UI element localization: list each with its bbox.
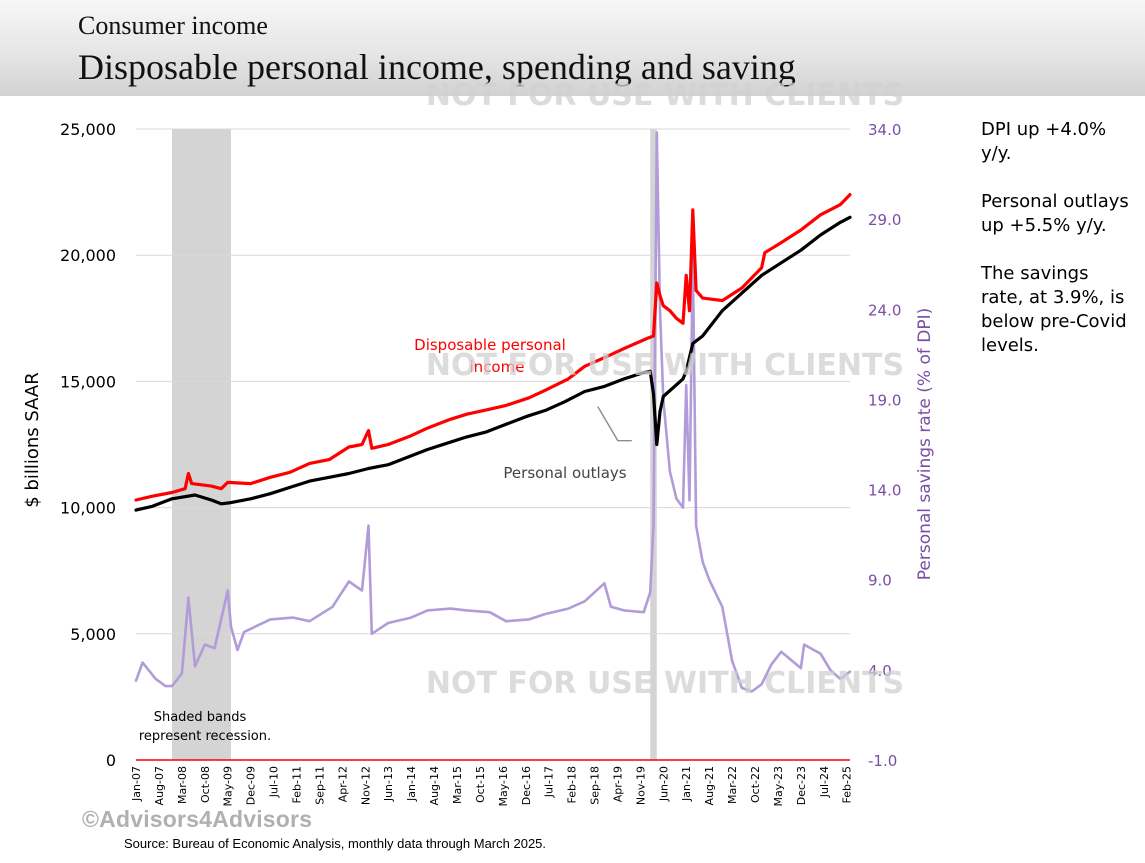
- x-tick-label: Mar-08: [176, 766, 189, 804]
- chart-labels: Shaded bands represent recession. Dispos…: [22, 308, 935, 744]
- x-tick-label: Jul-24: [818, 766, 831, 798]
- x-tick-label: Nov-12: [359, 766, 372, 805]
- x-tick-label: Aug-21: [703, 766, 716, 805]
- right-tick-label: 4.0: [868, 662, 892, 680]
- page-title: Disposable personal income, spending and…: [78, 47, 796, 87]
- x-tick-label: Jun-13: [382, 766, 395, 802]
- copyright-mark: ©Advisors4Advisors: [82, 806, 313, 832]
- x-tick-label: Nov-19: [634, 766, 647, 805]
- x-tick-label: Jul-17: [543, 766, 556, 798]
- left-axis-title: $ billions SAAR: [22, 372, 43, 508]
- left-tick-label: 5,000: [70, 625, 116, 644]
- x-tick-label: Apr-19: [611, 766, 624, 802]
- header-band: Consumer income Disposable personal inco…: [0, 0, 1145, 96]
- left-tick-label: 0: [106, 751, 116, 770]
- left-tick-label: 10,000: [60, 499, 116, 518]
- right-axis-title: Personal savings rate (% of DPI): [915, 308, 935, 580]
- axes: 0 5,000 10,000 15,000 20,000 25,000 -1.0 4.0 9.0…: [60, 120, 901, 807]
- recession-band-0: [172, 129, 231, 760]
- left-tick-label: 20,000: [60, 246, 116, 265]
- x-tick-label: Feb-11: [290, 766, 303, 803]
- outlays-leader-line: [597, 406, 632, 442]
- watermarks: NOT FOR USE WITH CLIENTS NOT FOR USE WIT…: [426, 78, 904, 701]
- x-tick-label: Aug-07: [153, 766, 166, 805]
- dpi-line: [134, 193, 852, 502]
- commentary-notes: DPI up +4.0% y/y. Personal outlays up +5…: [981, 118, 1131, 382]
- page-kicker: Consumer income: [78, 11, 268, 40]
- source-note: Source: Bureau of Economic Analysis, mon…: [124, 836, 547, 851]
- x-tick-label: Apr-12: [336, 766, 349, 802]
- x-tick-label: Dec-09: [245, 766, 258, 805]
- x-tick-label: Jul-10: [268, 766, 281, 798]
- watermark-bottom: NOT FOR USE WITH CLIENTS: [426, 666, 904, 701]
- grid-lines: [136, 128, 850, 635]
- series-lines: [134, 131, 852, 693]
- outlays-line: [134, 215, 852, 512]
- dpi-series-label-line-1: Disposable personal: [414, 336, 566, 354]
- right-tick-label: 14.0: [868, 482, 901, 500]
- x-tick-label: Mar-22: [726, 766, 739, 804]
- savings-rate-line: [134, 131, 852, 693]
- x-tick-label: Oct-22: [749, 766, 762, 803]
- recession-note-line-2: represent recession.: [139, 729, 271, 744]
- right-tick-label: 9.0: [868, 572, 892, 590]
- right-tick-label: -1.0: [868, 752, 897, 770]
- x-tick-label: Dec-23: [795, 766, 808, 805]
- x-tick-label: Feb-25: [841, 766, 854, 803]
- x-tick-label: Jun-20: [657, 766, 670, 802]
- x-tick-label: Oct-15: [474, 766, 487, 803]
- watermark-top: NOT FOR USE WITH CLIENTS: [426, 78, 904, 113]
- x-tick-label: Jan-07: [130, 766, 143, 802]
- left-tick-label: 15,000: [60, 372, 116, 391]
- x-tick-label: Feb-18: [566, 766, 579, 803]
- x-tick-label: Jan-21: [680, 766, 693, 802]
- right-tick-label: 34.0: [868, 121, 901, 139]
- x-tick-label: Mar-15: [451, 766, 464, 804]
- left-tick-label: 25,000: [60, 120, 116, 139]
- x-tick-label: Sep-18: [589, 766, 602, 805]
- recession-note-line-1: Shaded bands: [154, 710, 247, 725]
- x-tick-label: Oct-08: [199, 766, 212, 803]
- right-tick-label: 24.0: [868, 301, 901, 319]
- right-tick-label: 29.0: [868, 211, 901, 229]
- note-savings: The savings rate, at 3.9%, is below pre-…: [981, 263, 1127, 356]
- dpi-series-label-line-2: income: [470, 358, 525, 376]
- outlays-series-label: Personal outlays: [503, 464, 626, 482]
- x-tick-label: May-23: [772, 766, 785, 807]
- note-outlays: Personal outlays up +5.5% y/y.: [981, 191, 1129, 236]
- x-tick-label: May-16: [497, 766, 510, 807]
- x-tick-label: Jan-14: [405, 766, 418, 802]
- right-tick-label: 19.0: [868, 391, 901, 409]
- note-dpi: DPI up +4.0% y/y.: [981, 119, 1107, 164]
- watermark-middle: NOT FOR USE WITH CLIENTS: [426, 348, 904, 383]
- x-tick-label: Aug-14: [428, 766, 441, 805]
- x-tick-label: Sep-11: [313, 766, 326, 805]
- x-tick-label: Dec-16: [520, 766, 533, 805]
- x-tick-label: May-09: [222, 766, 235, 807]
